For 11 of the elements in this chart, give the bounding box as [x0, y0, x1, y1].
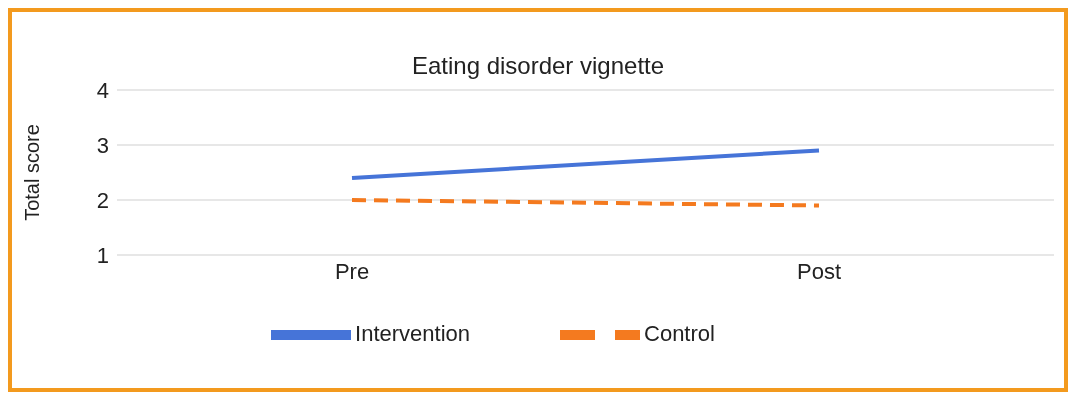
chart-title: Eating disorder vignette: [411, 52, 665, 79]
y-tick-label: 4: [96, 77, 109, 103]
y-tick-label: 1: [96, 242, 109, 268]
legend-label: Intervention: [355, 320, 471, 346]
x-tick-label: Post: [796, 258, 842, 284]
y-tick-label: 2: [96, 187, 109, 213]
x-tick-label: Pre: [334, 258, 370, 284]
y-tick-label: 3: [96, 132, 109, 158]
legend-label: Control: [644, 320, 715, 346]
y-axis-title: Total score: [21, 124, 44, 221]
frame: Eating disorder vignette Intervention Control Pre Post 1 2 3 4 Total score: [8, 8, 1068, 392]
